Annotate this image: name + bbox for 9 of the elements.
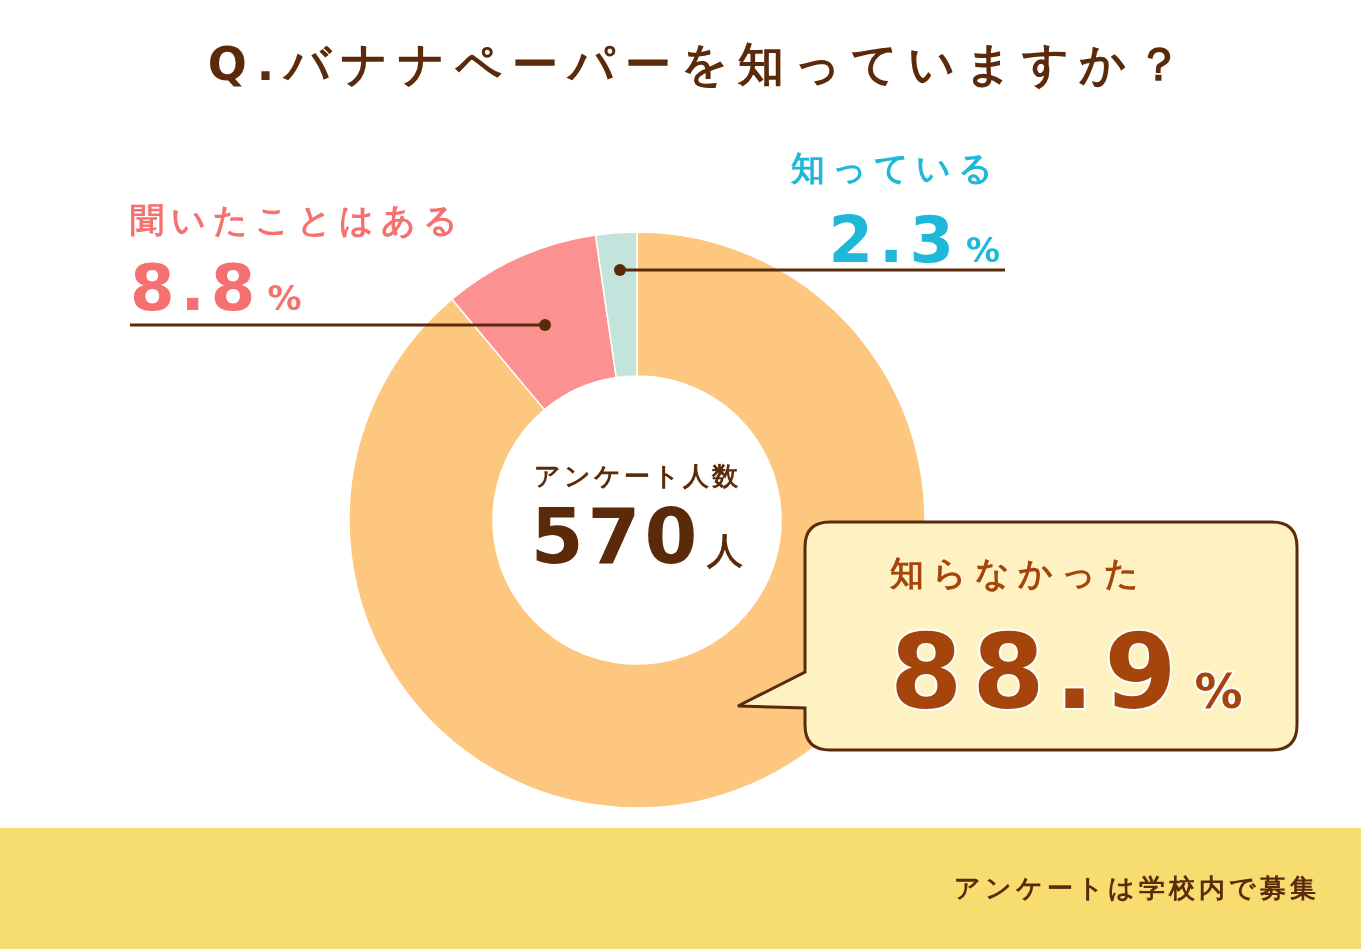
slice-label: 知っている bbox=[790, 148, 1000, 188]
data-label: 88.9% bbox=[890, 611, 1243, 733]
text: アンケート人数 bbox=[533, 461, 741, 491]
data-label: 2.3% bbox=[828, 203, 1000, 277]
text: アンケートは学校内で募集 bbox=[954, 873, 1320, 903]
slice-label: 知らなかった bbox=[889, 553, 1147, 593]
slice-label: 聞いたことはある bbox=[130, 200, 465, 240]
chart-title: Q.バナナペーパーを知っていますか？ bbox=[207, 37, 1193, 91]
data-label: 8.8% bbox=[130, 251, 302, 325]
